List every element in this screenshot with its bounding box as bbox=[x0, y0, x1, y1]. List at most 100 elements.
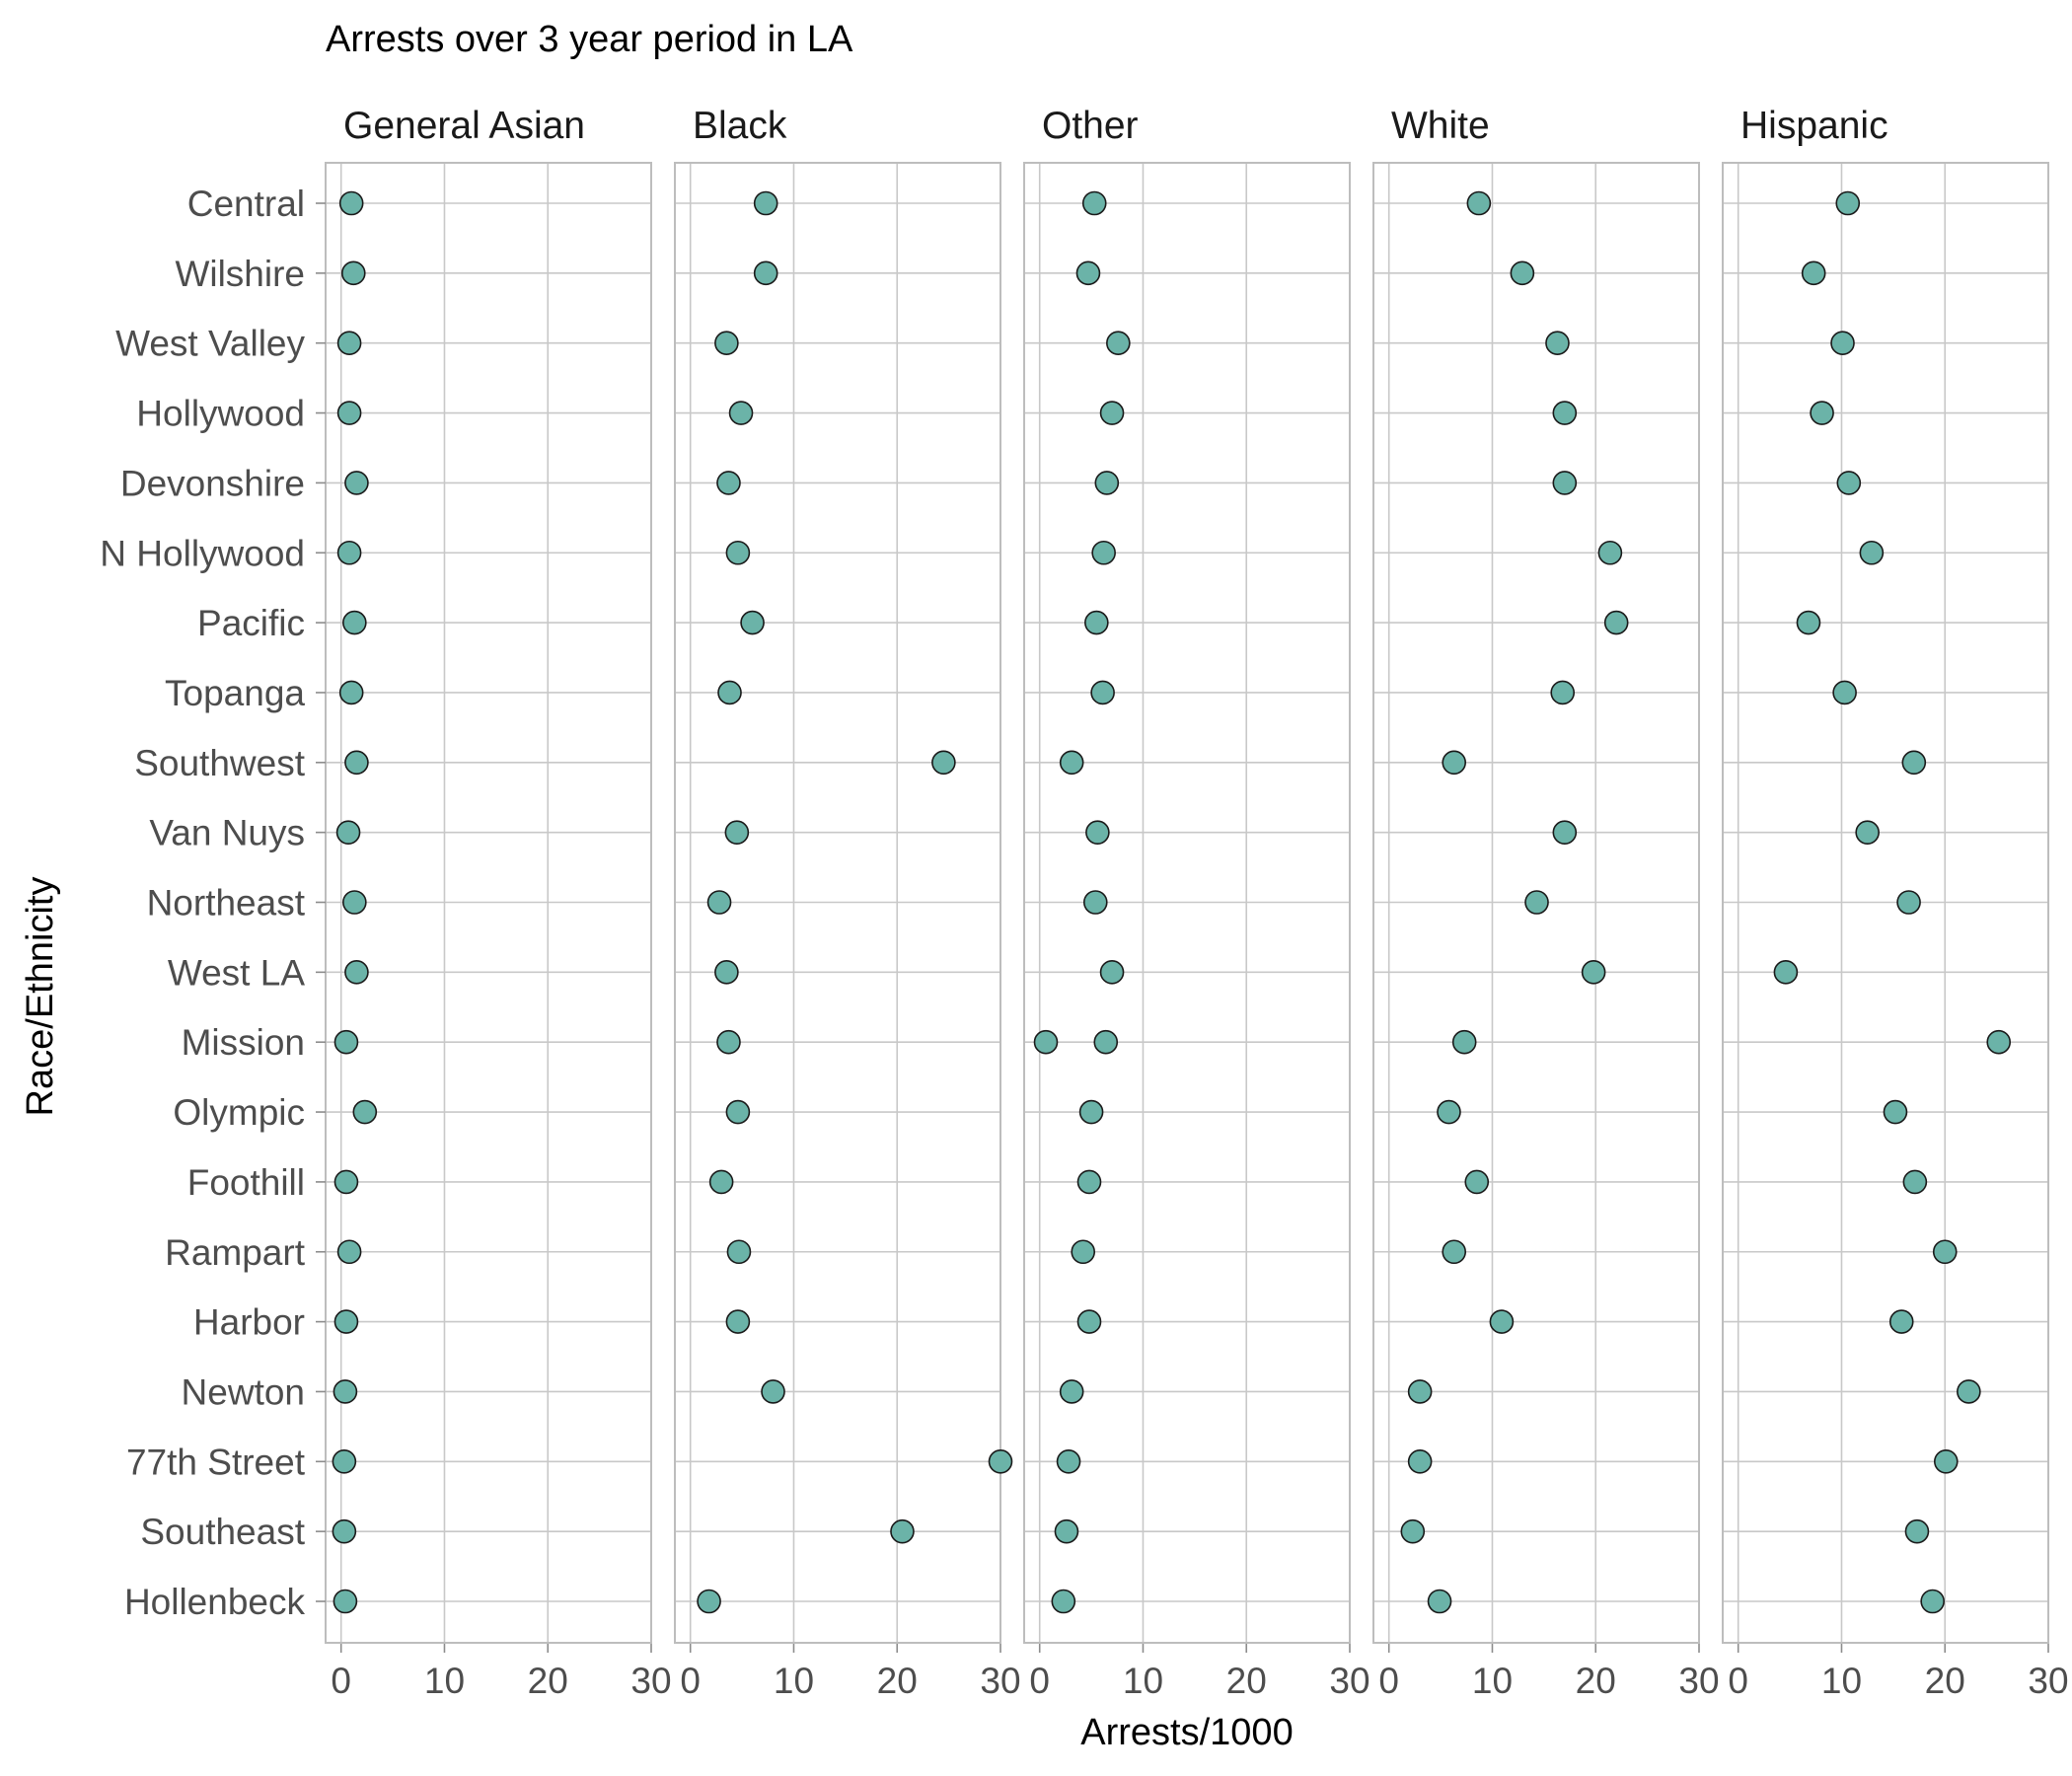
facet-panels: General Asian 0 10 20 30 Black 0 10 20 30 Other 0 10… bbox=[325, 105, 2069, 1701]
x-tick-label: 30 bbox=[1329, 1661, 1369, 1701]
y-tick-label: Van Nuys bbox=[149, 813, 305, 853]
x-tick-label: 0 bbox=[1728, 1661, 1748, 1701]
data-point bbox=[1085, 820, 1110, 845]
data-point bbox=[716, 1029, 741, 1055]
x-tick-label: 10 bbox=[1123, 1661, 1163, 1701]
data-point bbox=[1094, 471, 1120, 495]
data-point bbox=[1099, 401, 1125, 425]
data-point bbox=[1056, 1449, 1081, 1474]
data-point bbox=[338, 190, 364, 216]
y-tick-label: Mission bbox=[182, 1022, 305, 1063]
y-tick-label: Devonshire bbox=[120, 463, 305, 503]
data-point bbox=[1902, 1169, 1928, 1195]
x-tick-label: 20 bbox=[877, 1661, 918, 1701]
data-point bbox=[714, 960, 739, 985]
data-point bbox=[931, 750, 956, 776]
x-tick-label: 0 bbox=[680, 1661, 701, 1701]
data-point bbox=[1603, 610, 1629, 635]
facet-panel-2: Black 0 10 20 30 bbox=[674, 105, 1021, 1701]
data-point bbox=[761, 1379, 785, 1404]
data-point bbox=[1796, 610, 1821, 635]
x-tick-label: 10 bbox=[1472, 1661, 1513, 1701]
data-point bbox=[1957, 1379, 1981, 1404]
data-point bbox=[332, 1449, 357, 1474]
y-tick-label: N Hollywood bbox=[100, 533, 305, 573]
y-tick-label: Rampart bbox=[165, 1232, 306, 1273]
y-tick-label: Hollenbeck bbox=[124, 1582, 306, 1622]
data-point bbox=[336, 331, 362, 356]
y-tick-label: West Valley bbox=[115, 324, 305, 364]
data-point bbox=[1545, 331, 1570, 356]
y-tick-label: Southeast bbox=[140, 1512, 305, 1552]
data-point bbox=[1059, 750, 1084, 776]
x-tick-label: 30 bbox=[2028, 1661, 2068, 1701]
data-point bbox=[717, 680, 742, 705]
data-point bbox=[1510, 260, 1535, 286]
facet-strip-label: Other bbox=[1042, 105, 1139, 147]
data-point bbox=[1059, 1379, 1084, 1404]
data-point bbox=[1407, 1449, 1433, 1474]
data-point bbox=[344, 750, 369, 776]
facet-panel-1: General Asian 0 10 20 30 bbox=[325, 105, 672, 1701]
data-point bbox=[1835, 190, 1861, 216]
data-point bbox=[1099, 960, 1125, 985]
data-point bbox=[1888, 1309, 1914, 1334]
data-point bbox=[335, 820, 361, 845]
facet-strip-label: General Asian bbox=[343, 105, 585, 147]
data-point bbox=[725, 1099, 751, 1125]
y-tick-label: 77th Street bbox=[126, 1442, 306, 1482]
data-point bbox=[1407, 1379, 1433, 1404]
y-tick-label: Pacific bbox=[197, 603, 305, 643]
y-tick-label: Central bbox=[187, 184, 305, 224]
data-point bbox=[1076, 1169, 1102, 1195]
data-point bbox=[344, 471, 369, 495]
x-tick-label: 30 bbox=[630, 1661, 671, 1701]
data-point bbox=[1524, 890, 1549, 915]
data-point bbox=[1597, 540, 1623, 565]
y-axis-category-labels: Central Wilshire West Valley Hollywood Devon… bbox=[100, 184, 326, 1622]
data-point bbox=[1810, 401, 1834, 425]
x-tick-label: 20 bbox=[1226, 1661, 1267, 1701]
x-tick-label: 20 bbox=[1925, 1661, 1965, 1701]
data-point bbox=[1904, 1518, 1930, 1544]
data-point bbox=[706, 890, 732, 915]
y-tick-label: Northeast bbox=[147, 883, 306, 924]
data-point bbox=[1859, 540, 1885, 565]
x-tick-label: 20 bbox=[1576, 1661, 1616, 1701]
data-point bbox=[1033, 1029, 1059, 1055]
y-tick-label: Harbor bbox=[193, 1302, 305, 1343]
data-point bbox=[1855, 820, 1880, 845]
data-point bbox=[333, 1029, 359, 1055]
data-point bbox=[740, 610, 765, 635]
x-tick-label: 0 bbox=[1029, 1661, 1050, 1701]
data-point bbox=[344, 960, 369, 985]
data-point bbox=[753, 260, 778, 286]
facet-panel-4: White 0 10 20 30 bbox=[1372, 105, 1720, 1701]
data-point bbox=[714, 331, 739, 356]
data-point bbox=[890, 1518, 915, 1544]
data-point bbox=[1552, 820, 1578, 845]
panel-border bbox=[1372, 162, 1700, 1644]
data-point bbox=[724, 820, 750, 845]
panel-border bbox=[674, 162, 1001, 1644]
data-point bbox=[1437, 1099, 1461, 1125]
data-point bbox=[1078, 1099, 1104, 1125]
data-point bbox=[342, 890, 367, 915]
data-point bbox=[1933, 1449, 1959, 1474]
data-point bbox=[1932, 1239, 1958, 1265]
data-point bbox=[1451, 1029, 1477, 1055]
data-point bbox=[1466, 190, 1492, 216]
data-point bbox=[725, 540, 751, 565]
data-point bbox=[336, 1239, 362, 1265]
facet-strip-label: Black bbox=[693, 105, 787, 147]
x-tick-label: 20 bbox=[528, 1661, 568, 1701]
y-tick-label: Wilshire bbox=[175, 254, 305, 294]
x-tick-label: 10 bbox=[424, 1661, 465, 1701]
y-tick-label: Southwest bbox=[134, 743, 305, 783]
data-point bbox=[1552, 471, 1578, 495]
data-point bbox=[1581, 960, 1606, 985]
y-tick-label: Topanga bbox=[165, 673, 305, 713]
y-tick-label: Foothill bbox=[187, 1162, 305, 1203]
data-point bbox=[1075, 260, 1101, 286]
